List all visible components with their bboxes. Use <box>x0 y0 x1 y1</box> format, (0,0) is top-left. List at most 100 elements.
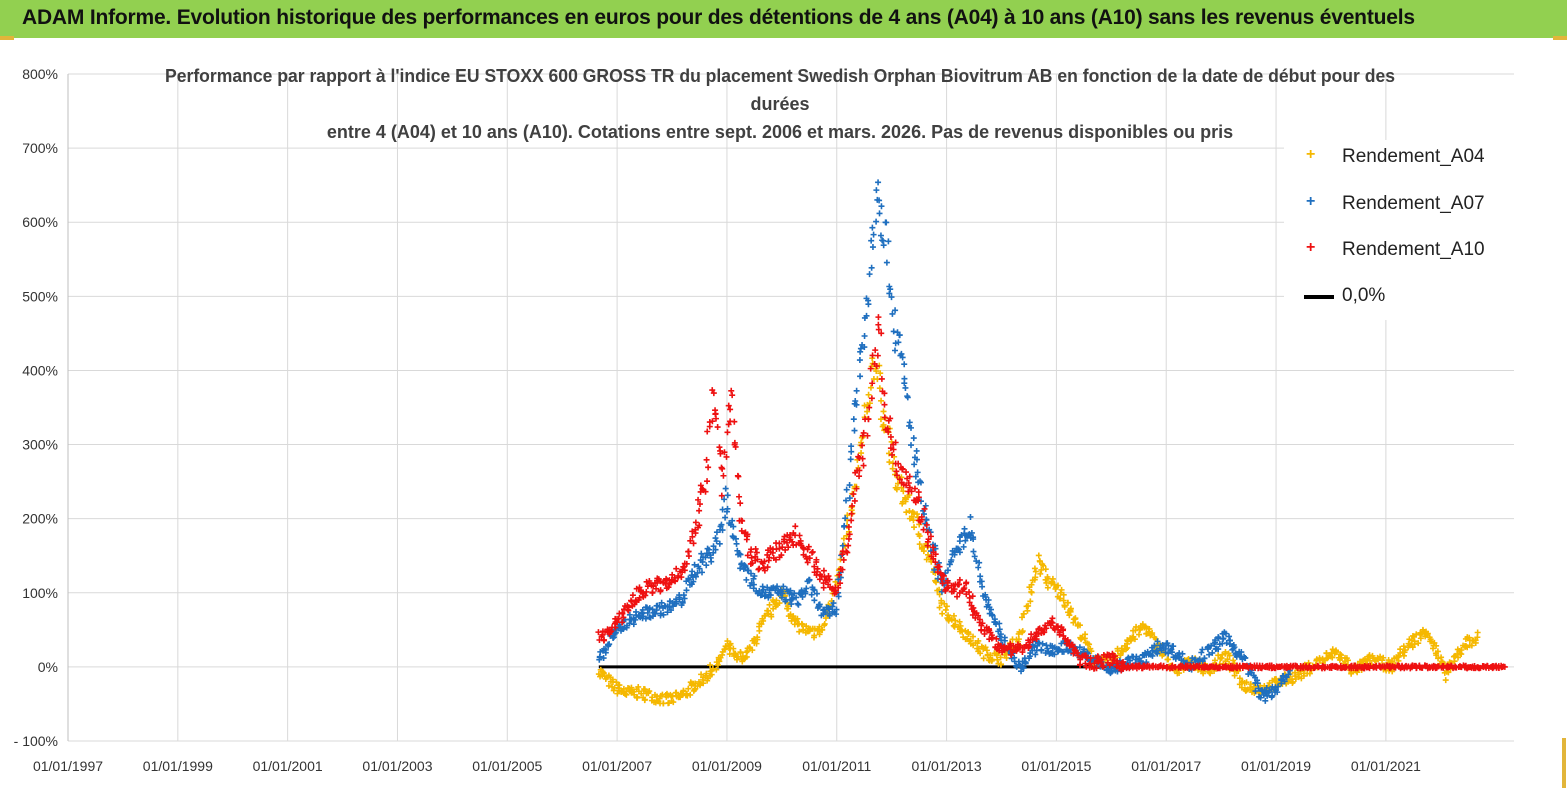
y-axis-ticks: - 100% 0% 100% 200% 300% 400% 500% 600% 700% 800% <box>14 66 58 749</box>
plus-marker <box>1231 644 1238 651</box>
plus-marker <box>794 600 801 607</box>
plus-marker <box>742 564 749 571</box>
plus-marker <box>1019 628 1026 635</box>
plus-marker <box>910 435 917 442</box>
plus-marker <box>940 572 947 579</box>
plus-marker <box>811 632 818 639</box>
plus-marker <box>878 330 885 337</box>
plus-marker <box>1430 645 1436 652</box>
plus-marker <box>1114 658 1121 665</box>
plus-marker <box>963 579 970 586</box>
plus-marker <box>883 219 890 226</box>
plus-marker <box>1278 677 1285 684</box>
plus-marker <box>1028 589 1035 596</box>
plus-marker <box>874 352 881 359</box>
plus-marker <box>1377 653 1384 660</box>
plus-marker <box>970 536 977 543</box>
plus-marker <box>724 505 731 512</box>
plus-marker <box>709 418 716 425</box>
plus-marker <box>698 569 705 576</box>
plus-marker <box>899 354 906 361</box>
plus-marker <box>857 345 864 352</box>
plus-marker <box>948 616 955 623</box>
plus-marker <box>858 450 865 457</box>
title-banner: ADAM Informe. Evolution historique des p… <box>0 0 1567 38</box>
plus-marker <box>646 577 653 584</box>
plus-marker <box>978 578 985 585</box>
plus-marker <box>719 465 726 472</box>
plus-marker <box>704 428 711 435</box>
plus-marker <box>806 555 813 562</box>
plus-marker <box>789 595 796 602</box>
plus-marker <box>816 576 823 583</box>
plus-marker <box>619 619 626 626</box>
plus-marker <box>870 231 877 238</box>
plus-marker <box>722 514 729 521</box>
plus-marker <box>846 482 853 489</box>
chart-grid <box>67 73 1514 742</box>
plus-marker <box>875 179 882 186</box>
plus-marker <box>654 579 661 586</box>
plus-marker <box>710 390 717 397</box>
plus-marker <box>671 577 678 584</box>
plus-marker <box>878 397 885 404</box>
plus-marker <box>629 592 636 599</box>
plus-marker <box>1028 631 1035 638</box>
plus-marker <box>722 643 729 650</box>
plus-marker <box>961 584 968 591</box>
plus-marker <box>731 418 738 425</box>
plus-marker <box>646 688 653 695</box>
chart-title-line: durées <box>750 94 809 114</box>
plus-marker <box>652 610 659 617</box>
plus-marker <box>839 566 846 573</box>
plus-marker <box>859 442 866 449</box>
plus-marker <box>800 626 807 633</box>
plus-marker <box>970 548 977 555</box>
plus-marker <box>877 370 884 377</box>
plus-marker <box>787 587 794 594</box>
plus-marker <box>893 486 900 493</box>
plus-marker <box>791 590 798 597</box>
plus-marker <box>906 492 913 499</box>
plus-marker <box>850 416 857 423</box>
plus-marker <box>788 596 795 603</box>
legend-item-a07: + Rendement_A07 <box>1284 189 1534 219</box>
plus-marker <box>881 414 888 421</box>
plus-marker <box>849 502 856 509</box>
plus-marker <box>856 357 863 364</box>
plus-marker <box>774 583 781 590</box>
plus-marker <box>845 542 852 549</box>
plus-marker <box>912 473 919 480</box>
plus-marker <box>848 448 855 455</box>
plus-marker <box>920 526 927 533</box>
plus-marker <box>723 453 730 460</box>
plus-marker <box>1457 650 1464 657</box>
plus-marker <box>1146 650 1153 657</box>
plus-marker <box>696 565 703 572</box>
plus-marker <box>1285 671 1292 678</box>
plus-marker <box>615 615 622 622</box>
plus-marker <box>848 517 855 524</box>
legend-item-zero: 0,0% <box>1284 281 1534 311</box>
plus-marker <box>750 575 757 582</box>
plus-marker <box>825 573 832 580</box>
y-tick-label: 600% <box>22 214 58 230</box>
plus-marker <box>680 563 687 570</box>
plus-marker <box>641 696 648 703</box>
plus-marker <box>727 406 734 413</box>
plus-marker <box>710 543 717 550</box>
plus-marker <box>739 517 746 524</box>
plus-marker <box>876 210 883 217</box>
plus-marker <box>1136 631 1142 638</box>
plus-marker <box>1329 654 1336 661</box>
plus-marker <box>704 478 711 485</box>
plus-marker <box>749 647 756 654</box>
plus-marker <box>905 479 912 486</box>
plus-marker <box>932 559 939 566</box>
plus-marker <box>843 486 850 493</box>
plus-marker <box>663 575 670 582</box>
plus-marker <box>769 549 776 556</box>
plus-marker <box>1100 663 1107 670</box>
plus-marker <box>755 566 762 573</box>
plus-marker <box>811 563 818 570</box>
